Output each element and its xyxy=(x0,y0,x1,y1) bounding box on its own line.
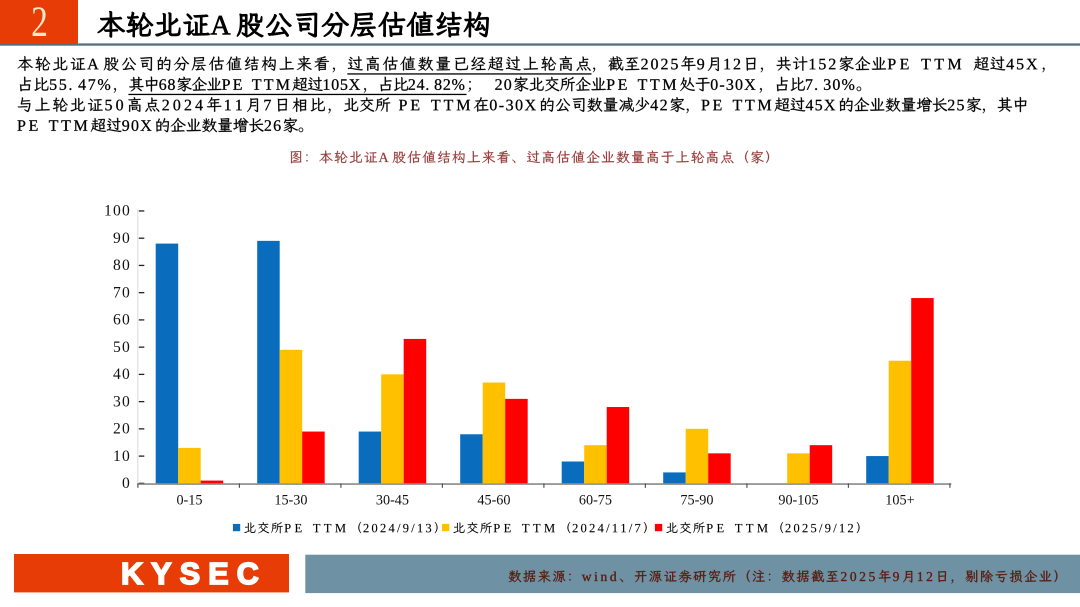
svg-text:40: 40 xyxy=(113,366,131,383)
svg-text:10: 10 xyxy=(113,448,131,465)
svg-text:70: 70 xyxy=(113,284,131,301)
svg-text:2: 2 xyxy=(31,0,48,46)
svg-text:50: 50 xyxy=(113,339,131,356)
svg-text:15-30: 15-30 xyxy=(274,492,307,508)
svg-text:0: 0 xyxy=(122,475,131,492)
svg-text:90: 90 xyxy=(113,230,131,247)
svg-text:45-60: 45-60 xyxy=(477,492,510,508)
svg-text:105+: 105+ xyxy=(885,492,914,508)
svg-text:75-90: 75-90 xyxy=(680,492,713,508)
svg-text:KYSEC: KYSEC xyxy=(121,557,267,591)
svg-text:30-45: 30-45 xyxy=(376,492,409,508)
svg-text:30: 30 xyxy=(113,393,131,410)
svg-text:60-75: 60-75 xyxy=(579,492,612,508)
svg-text:20: 20 xyxy=(113,421,131,438)
svg-text:100: 100 xyxy=(104,203,131,220)
svg-text:80: 80 xyxy=(113,257,131,274)
svg-text:60: 60 xyxy=(113,312,131,329)
svg-text:90-105: 90-105 xyxy=(778,492,818,508)
svg-text:0-15: 0-15 xyxy=(176,492,202,508)
